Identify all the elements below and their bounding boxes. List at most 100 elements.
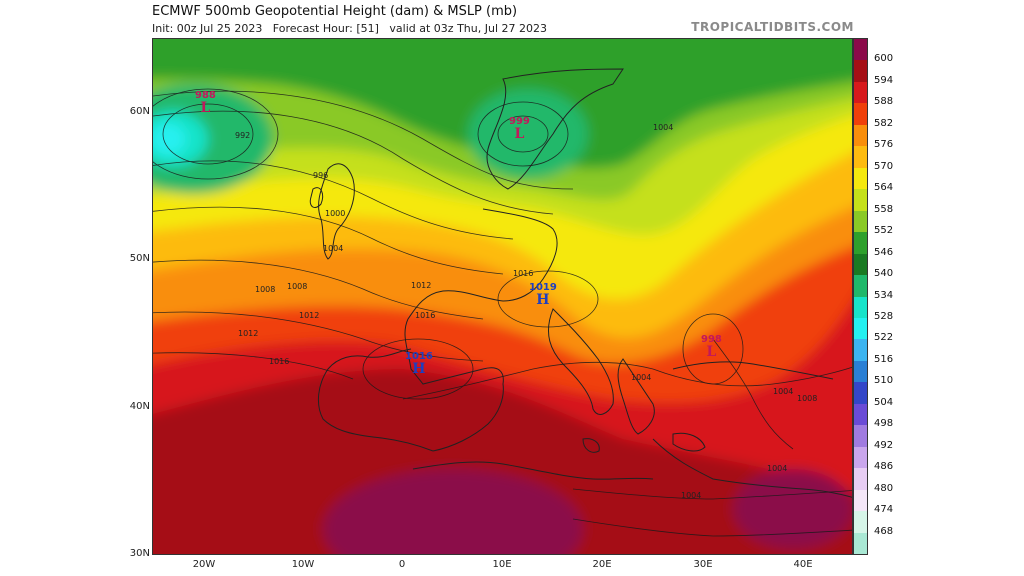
colorbar-level-label: 510	[874, 375, 894, 387]
forecast-map: 988 L 999 L 1019 H 1016 H 998 L 992 996 …	[152, 38, 853, 555]
lon-label-30e: 30E	[693, 559, 713, 570]
colorbar-level-label: 492	[874, 439, 894, 451]
colorbar-cell	[854, 103, 867, 126]
colorbar-level-label: 600	[874, 53, 894, 65]
isobar-label: 1004	[653, 123, 674, 132]
colorbar-level-label: 474	[874, 504, 894, 516]
isobar-label: 996	[313, 171, 329, 180]
colorbar-cell	[854, 60, 867, 83]
coastlines	[309, 68, 852, 498]
colorbar-cell	[854, 511, 867, 534]
colorbar-level-label: 486	[874, 461, 894, 473]
isobar-label: 992	[235, 131, 251, 140]
colorbar-level-label: 552	[874, 225, 894, 237]
isobar-label: 1004	[631, 373, 652, 382]
colorbar-cell	[854, 81, 867, 104]
pressure-value: 1019	[529, 282, 557, 293]
lon-label-0: 0	[398, 559, 406, 570]
lon-label-20e: 20E	[592, 559, 612, 570]
colorbar-level-label: 588	[874, 96, 894, 108]
colorbar-level-label: 522	[874, 332, 894, 344]
colorbar-cell	[854, 360, 867, 383]
isobar-label: 1004	[767, 464, 788, 473]
lon-label-10w: 10W	[291, 559, 315, 570]
colorbar-cell	[854, 232, 867, 255]
colorbar-cell	[854, 275, 867, 297]
colorbar-cell	[854, 296, 867, 319]
lon-label-20w: 20W	[192, 559, 216, 570]
ridge-eastern-med	[733, 469, 852, 549]
isobar-label: 1012	[238, 329, 259, 338]
pressure-system-high: 1019 H	[529, 282, 557, 308]
isobar-label: 1016	[513, 269, 534, 278]
lat-label-30n: 30N	[129, 548, 150, 559]
colorbar-level-label: 468	[874, 525, 894, 537]
colorbar-cell	[854, 167, 867, 190]
colorbar-level-label: 558	[874, 203, 894, 215]
isobar-label: 1004	[681, 491, 702, 500]
colorbar-cell	[854, 425, 867, 448]
upper-ridge-sahara	[323, 469, 583, 554]
low-north-atlantic-inner	[153, 123, 186, 155]
colorbar-level-label: 540	[874, 268, 894, 280]
pressure-system-high: 1016 H	[405, 352, 433, 377]
colorbar-cell	[854, 210, 867, 233]
low-marker: L	[706, 344, 717, 360]
pressure-value: 998	[701, 334, 722, 345]
isobar-label: 1016	[415, 311, 436, 320]
isobar-label: 1004	[773, 387, 794, 396]
low-marker: L	[514, 126, 525, 142]
colorbar-cell	[854, 532, 867, 555]
colorbar-level-label: 594	[874, 74, 894, 86]
pressure-system-low: 998 L	[701, 334, 722, 360]
colorbar-cell	[854, 317, 867, 340]
lon-label-40e: 40E	[793, 559, 813, 570]
colorbar-cell	[854, 189, 867, 212]
colorbar-level-label: 534	[874, 289, 894, 301]
colorbar-level-label: 570	[874, 160, 894, 172]
low-marker: L	[200, 100, 211, 116]
colorbar-cell	[854, 382, 867, 405]
pressure-value: 999	[509, 116, 530, 127]
colorbar-level-label: 582	[874, 117, 894, 129]
colorbar-level-label: 480	[874, 482, 894, 494]
colorbar-level-label: 564	[874, 182, 894, 194]
isobar-label: 1016	[269, 357, 290, 366]
colorbar-cell	[854, 124, 867, 147]
colorbar-level-label: 504	[874, 396, 894, 408]
isobars	[153, 88, 852, 537]
pressure-system-low: 988 L	[195, 90, 216, 116]
height-field-map	[153, 39, 852, 554]
map-title: ECMWF 500mb Geopotential Height (dam) & …	[152, 4, 518, 19]
lat-label-60n: 60N	[129, 106, 150, 117]
colorbar-cell	[854, 39, 867, 61]
colorbar-cell	[854, 339, 867, 362]
colorbar-level-label: 498	[874, 418, 894, 430]
colorbar-level-label: 516	[874, 353, 894, 365]
high-marker: H	[412, 361, 426, 377]
brand-watermark: TROPICALTIDBITS.COM	[691, 20, 854, 34]
isobar-label: 1008	[797, 394, 818, 403]
lat-label-50n: 50N	[129, 253, 150, 264]
isobar-label: 1012	[299, 311, 320, 320]
colorbar-cell	[854, 468, 867, 491]
height-colorbar	[853, 38, 868, 555]
isobar-label: 1008	[287, 282, 308, 291]
isobar-label: 1004	[323, 244, 344, 253]
isobar-label: 1012	[411, 281, 432, 290]
colorbar-cell	[854, 146, 867, 169]
high-marker: H	[536, 292, 550, 308]
colorbar-cell	[854, 253, 867, 276]
colorbar-cell	[854, 403, 867, 426]
map-subtitle: Init: 00z Jul 25 2023 Forecast Hour: [51…	[152, 22, 547, 35]
colorbar-level-label: 546	[874, 246, 894, 258]
lat-label-40n: 40N	[129, 401, 150, 412]
low-scandinavia-core	[468, 89, 588, 179]
lon-label-10e: 10E	[492, 559, 512, 570]
colorbar-level-label: 528	[874, 310, 894, 322]
colorbar-level-label: 576	[874, 139, 894, 151]
pressure-value: 988	[195, 90, 216, 101]
isobar-label: 1008	[255, 285, 276, 294]
colorbar-cell	[854, 489, 867, 512]
isobar-label: 1000	[325, 209, 346, 218]
